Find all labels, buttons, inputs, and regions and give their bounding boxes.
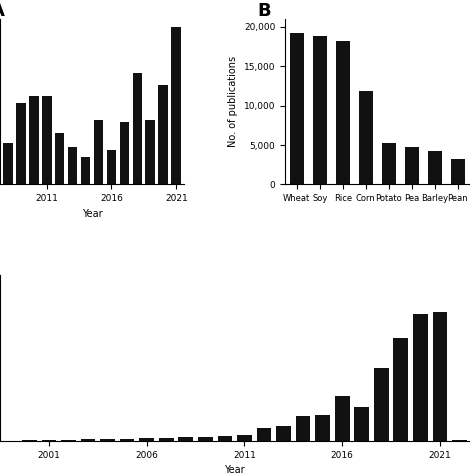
Bar [355,407,369,441]
Bar [29,96,38,184]
Bar [119,122,129,184]
Bar [393,337,408,441]
Bar [42,440,56,441]
Bar [237,435,252,441]
Y-axis label: No. of publications: No. of publications [228,56,238,147]
Bar [133,73,142,184]
Bar [452,440,467,441]
X-axis label: Year: Year [224,465,245,474]
Bar [94,119,103,184]
Bar [451,159,465,184]
Bar [428,151,442,184]
Bar [359,91,373,184]
Bar [68,147,77,184]
Text: B: B [258,2,271,20]
Bar [158,85,168,184]
Bar [313,36,327,184]
Bar [3,143,13,184]
Bar [296,416,310,441]
Bar [139,438,154,441]
Bar [159,438,173,441]
Bar [120,439,135,441]
Bar [81,156,91,184]
Bar [81,439,95,441]
Bar [405,147,419,184]
Bar [100,439,115,441]
Bar [218,436,232,441]
Bar [42,96,52,184]
Bar [276,426,291,441]
Bar [178,437,193,441]
Bar [315,415,330,441]
Bar [382,143,396,184]
Bar [107,150,116,184]
X-axis label: Year: Year [82,209,102,219]
Bar [413,314,428,441]
Bar [336,41,350,184]
Bar [335,396,349,441]
Bar [172,27,181,184]
Bar [256,428,271,441]
Bar [61,440,76,441]
Bar [146,119,155,184]
Bar [16,103,26,184]
Bar [198,437,213,441]
Bar [374,368,389,441]
Bar [433,312,447,441]
Text: A: A [0,2,5,20]
Bar [290,33,304,184]
Bar [55,133,64,184]
